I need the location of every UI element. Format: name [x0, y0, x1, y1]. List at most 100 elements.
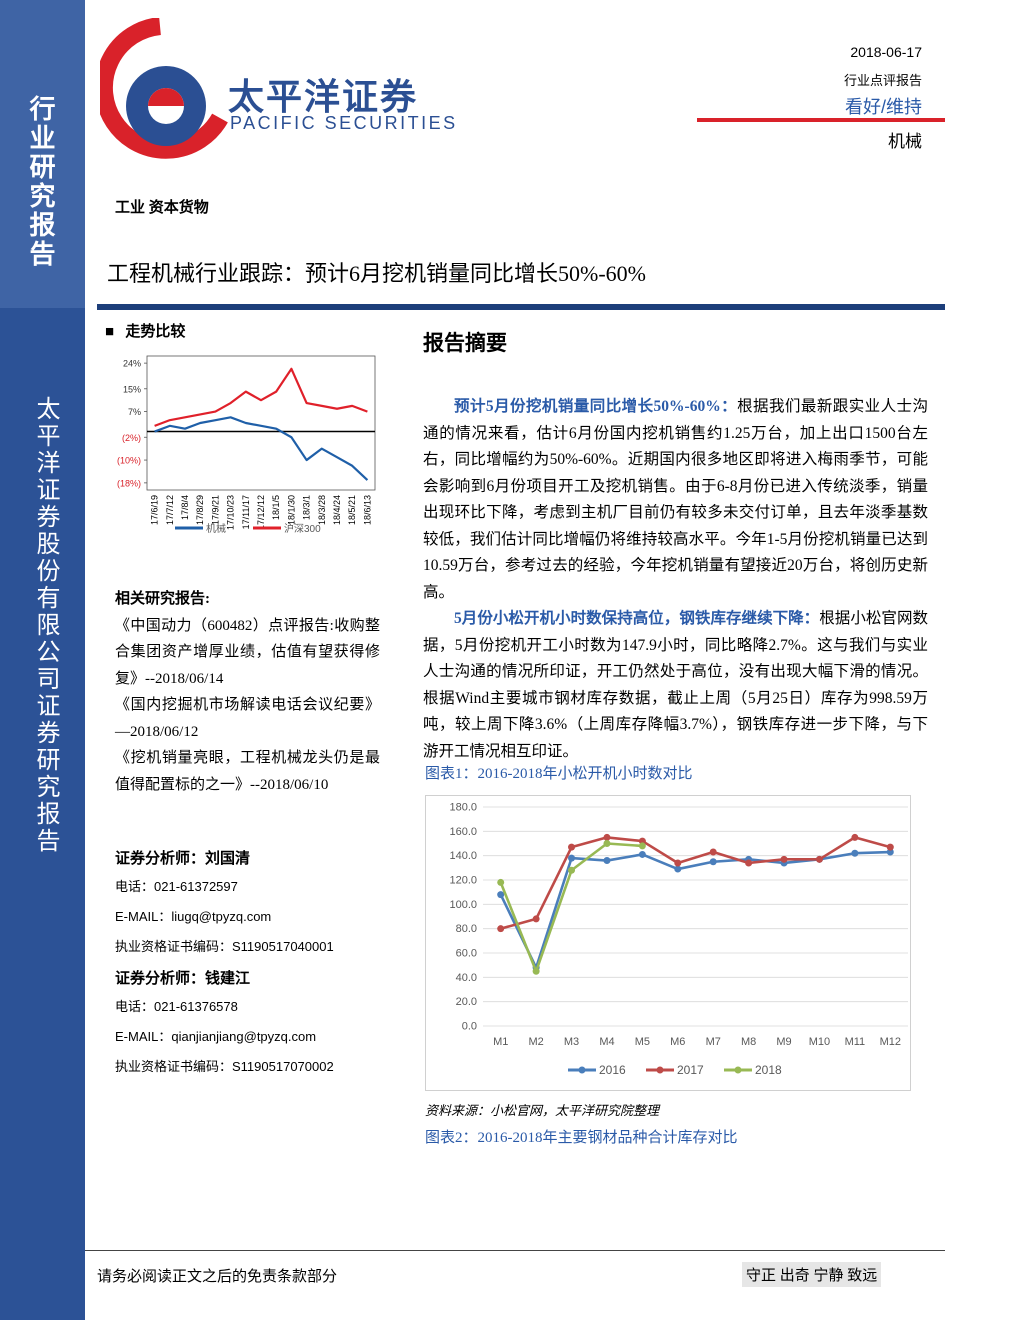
frame	[425, 795, 911, 1091]
analyst-title: 证券分析师：刘国清	[115, 851, 251, 867]
series-line	[499, 850, 891, 969]
y-tick-label: 20.0	[456, 996, 477, 1008]
point	[497, 925, 505, 933]
y-tick-label: 15%	[123, 384, 141, 394]
point	[497, 891, 505, 899]
y-tick-label: 40.0	[456, 972, 477, 984]
related: 相关研究报告: 《中国动力（600482）点评报告:收购整合集团资产增厚业绩，估…	[115, 586, 380, 798]
x-tick-label: 17/12/12	[256, 495, 266, 530]
y-tick-label: 24%	[123, 359, 141, 369]
x-tick-label: M4	[599, 1036, 614, 1048]
analysts: 证券分析师：刘国清 电话：021-61372597 E-MAIL：liugq@t…	[115, 846, 395, 1086]
legend-label: 2016	[599, 1063, 626, 1077]
related-item: 《挖机销量亮眼，工程机械龙头仍是最值得配置标的之一》--2018/06/10	[115, 750, 380, 793]
x-tick-label: M2	[528, 1036, 543, 1048]
logo	[100, 18, 228, 159]
legend-swatch	[656, 1066, 664, 1074]
analyst-email: E-MAIL：qianjianjiang@tpyzq.com	[115, 1029, 317, 1044]
lead: 5月份小松开机小时数保持高位，钢铁库存继续下降：	[454, 610, 820, 627]
series-line	[154, 367, 368, 427]
trend-chart: 24% 15% 7% (2%) (10%) (18%) 17/6/19 17/7/12 17/8…	[117, 355, 376, 535]
x-tick-label: M10	[809, 1036, 830, 1048]
summary-heading: 报告摘要	[423, 331, 507, 355]
x-tick-label: M9	[776, 1036, 791, 1048]
trend-heading: ■ 走势比较	[105, 324, 186, 340]
x-tick-label: 18/5/21	[347, 495, 357, 525]
title-rule	[97, 304, 945, 310]
legend-swatch	[734, 1066, 742, 1074]
rule	[697, 118, 945, 122]
body: 根据小松官网数据，5月份挖机开工小时数为147.9小时，同比略降2.7%。这与我…	[423, 610, 928, 760]
analyst-phone: 电话：021-61376578	[115, 999, 238, 1014]
x-tick-label: 17/11/17	[241, 495, 251, 529]
lead: 预计5月份挖机销量同比增长50%-60%：	[454, 398, 738, 415]
x-tick-label: M8	[741, 1036, 756, 1048]
legend-label: 沪深300	[284, 522, 321, 535]
point	[638, 850, 646, 858]
related-item: 《中国动力（600482）点评报告:收购整合集团资产增厚业绩，估值有望获得修复》…	[115, 617, 380, 687]
x-tick-label: M3	[564, 1036, 579, 1048]
sidebar-top: 行业研究报告	[0, 0, 85, 308]
legend-swatch	[578, 1066, 586, 1074]
point	[603, 840, 611, 847]
point	[674, 865, 682, 873]
y-tick-label: 140.0	[449, 850, 477, 862]
brand-en: PACIFIC SECURITIES	[230, 113, 458, 133]
x-tick-label: M7	[706, 1036, 721, 1048]
brand-cn: 太平洋证券	[228, 76, 419, 117]
point	[638, 837, 646, 845]
x-tick-label: 18/1/5	[271, 495, 281, 520]
series-line	[500, 836, 891, 930]
y-tick-label: 180.0	[449, 802, 477, 814]
x-tick-label: 17/6/19	[150, 495, 160, 525]
legend-label: 2018	[755, 1063, 782, 1077]
report-type: 行业点评报告	[843, 73, 922, 88]
summary: 预计5月份挖机销量同比增长50%-60%：根据我们最新跟实业人士沟通的情况来看，…	[423, 394, 928, 765]
point	[886, 843, 894, 851]
point	[568, 866, 576, 874]
x-tick-label: 17/9/21	[210, 495, 220, 525]
x-tick-label: 18/3/28	[317, 495, 327, 525]
point	[851, 849, 859, 857]
legend-label: 机械	[206, 522, 226, 535]
point	[886, 848, 894, 856]
point	[497, 878, 505, 886]
x-tick-label: 18/3/1	[302, 495, 312, 520]
y-tick-label: 100.0	[449, 899, 477, 911]
x-tick-label: M1	[493, 1036, 508, 1048]
y-tick-label: 80.0	[456, 923, 477, 935]
x-tick-label: 18/4/24	[332, 495, 342, 525]
source: 资料来源：小松官网，太平洋研究院整理	[425, 1103, 660, 1118]
industry: 工业 资本货物	[115, 200, 209, 216]
x-tick-label: 18/6/13	[362, 495, 372, 525]
date: 2018-06-17	[850, 44, 922, 60]
y-tick-label: (2%)	[122, 433, 141, 443]
legend-label: 2017	[677, 1063, 704, 1077]
x-tick-label: 17/10/23	[226, 495, 236, 530]
x-tick-label: 17/8/29	[195, 495, 205, 525]
x-tick-label: 18/1/30	[286, 495, 296, 525]
x-tick-label: 17/7/12	[165, 495, 175, 525]
analyst-cert: 执业资格证书编码：S1190517040001	[115, 939, 334, 954]
plot-frame	[146, 355, 376, 491]
disclaimer: 请务必阅读正文之后的免责条款部分	[97, 1269, 338, 1285]
point	[709, 848, 717, 856]
x-tick-label: M5	[635, 1036, 650, 1048]
analyst-phone: 电话：021-61372597	[115, 879, 238, 894]
paragraph: 5月份小松开机小时数保持高位，钢铁库存继续下降：根据小松官网数据，5月份挖机开工…	[423, 606, 928, 765]
sidebar-title: 行业研究报告	[26, 95, 55, 269]
point	[568, 843, 576, 851]
motto: 守正 出奇 宁静 致远	[742, 1262, 882, 1287]
analyst-cert: 执业资格证书编码：S1190517070002	[115, 1059, 334, 1074]
rating: 看好/维持	[844, 97, 922, 117]
x-tick-label: 17/8/4	[180, 495, 190, 520]
point	[603, 833, 611, 841]
analyst-title: 证券分析师：钱建江	[115, 971, 251, 987]
y-tick-label: (10%)	[117, 456, 141, 466]
paragraph: 预计5月份挖机销量同比增长50%-60%：根据我们最新跟实业人士沟通的情况来看，…	[423, 394, 928, 606]
analyst-email: E-MAIL：liugq@tpyzq.com	[115, 909, 272, 924]
y-tick-label: 60.0	[456, 948, 477, 960]
point	[674, 859, 682, 867]
x-tick-label: M6	[670, 1036, 685, 1048]
